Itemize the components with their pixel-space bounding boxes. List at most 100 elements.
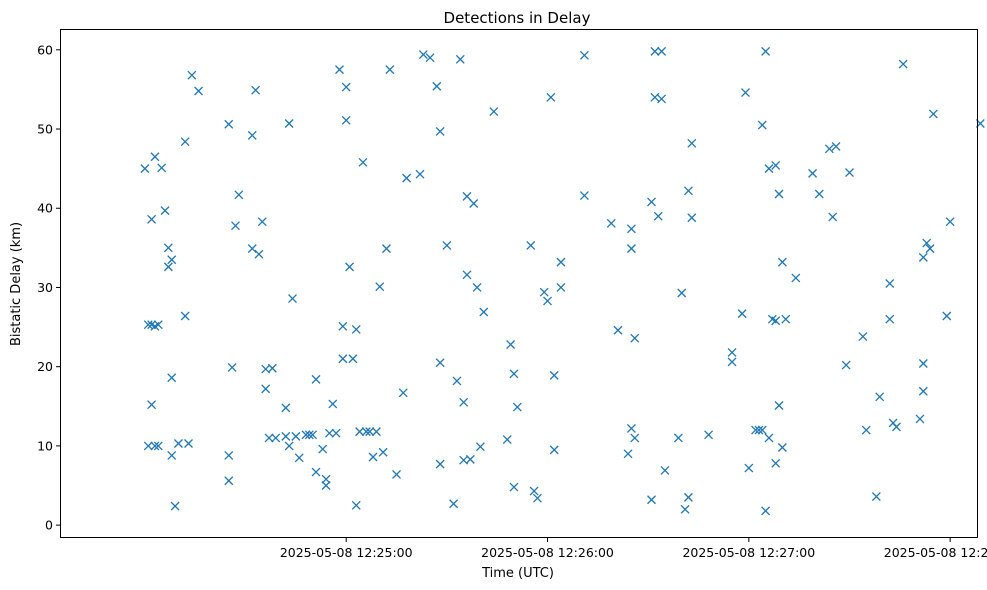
- data-point: [683, 186, 693, 196]
- data-point: [556, 283, 566, 292]
- data-point: [361, 427, 371, 437]
- data-point: [301, 430, 311, 440]
- data-point: [472, 283, 482, 292]
- data-point: [579, 191, 589, 201]
- x-tick-label: 2025-05-08 12:25:00: [280, 545, 413, 560]
- data-point: [892, 422, 901, 432]
- data-point: [922, 238, 932, 248]
- data-point: [150, 152, 160, 162]
- data-point: [777, 443, 787, 452]
- chart-title: Detections in Delay: [444, 9, 591, 27]
- data-point: [687, 213, 697, 223]
- data-point: [526, 241, 536, 250]
- plot-frame: [60, 29, 978, 538]
- data-point: [841, 360, 851, 370]
- data-point: [744, 463, 754, 473]
- data-point: [170, 501, 180, 511]
- data-point: [777, 257, 787, 267]
- data-point: [630, 433, 640, 443]
- data-point: [264, 433, 274, 443]
- data-point: [764, 164, 774, 174]
- data-point: [153, 441, 163, 451]
- data-point: [160, 206, 170, 216]
- data-point: [261, 384, 271, 394]
- data-point: [761, 46, 771, 56]
- data-point: [512, 402, 522, 412]
- data-point: [529, 486, 539, 496]
- data-point: [257, 217, 267, 227]
- data-point: [657, 94, 667, 104]
- data-point: [556, 257, 566, 267]
- data-point: [432, 81, 442, 91]
- data-point: [764, 433, 774, 443]
- data-point: [757, 120, 767, 130]
- data-point: [861, 425, 871, 435]
- data-point: [351, 500, 361, 510]
- y-tick-label: 40: [37, 201, 53, 216]
- x-axis: 2025-05-08 12:25:00 2025-05-08 12:26:00 20…: [280, 537, 987, 560]
- data-point: [375, 282, 385, 292]
- data-point: [415, 169, 425, 179]
- data-point: [324, 428, 334, 438]
- data-point: [774, 401, 784, 410]
- data-point: [455, 54, 465, 64]
- y-axis-label: Bistatic Delay (km): [9, 222, 24, 346]
- data-point: [875, 392, 885, 402]
- x-tick-label: 2025-05-08 12:27:00: [682, 545, 815, 560]
- data-point: [167, 373, 177, 383]
- data-point: [489, 107, 499, 117]
- x-tick-label: 2025-05-08 12:28:00: [884, 545, 987, 560]
- data-point: [351, 324, 361, 334]
- y-axis: 0 10 20 30 40 50 60: [37, 42, 61, 533]
- data-point: [371, 427, 381, 437]
- data-point: [623, 449, 633, 459]
- data-point: [945, 217, 955, 227]
- data-point: [358, 157, 368, 167]
- data-point: [267, 363, 277, 373]
- data-point: [549, 370, 559, 380]
- data-point: [194, 86, 204, 96]
- data-point: [187, 70, 197, 80]
- data-point: [727, 357, 737, 367]
- data-point: [928, 109, 938, 119]
- data-point: [435, 459, 445, 469]
- data-point: [382, 244, 391, 254]
- data-point: [653, 211, 663, 221]
- data-point: [308, 430, 318, 440]
- data-point: [626, 224, 636, 234]
- data-point: [452, 376, 462, 386]
- data-point: [294, 453, 304, 463]
- data-point: [630, 333, 640, 343]
- data-point: [418, 50, 428, 60]
- data-point: [254, 249, 264, 259]
- data-point: [626, 424, 636, 433]
- data-point: [281, 403, 291, 413]
- data-point: [754, 425, 764, 435]
- data-point: [502, 435, 512, 445]
- data-point: [284, 441, 294, 451]
- data-point: [402, 173, 412, 183]
- data-point: [150, 441, 160, 451]
- data-point: [338, 354, 348, 364]
- data-point: [915, 414, 925, 424]
- data-point: [509, 369, 519, 379]
- data-point: [311, 467, 321, 477]
- y-tick-label: 10: [37, 438, 53, 453]
- data-point: [163, 243, 173, 253]
- data-point: [425, 53, 435, 63]
- data-point: [683, 492, 693, 502]
- data-point: [348, 354, 358, 364]
- data-point: [143, 320, 153, 330]
- data-point: [271, 433, 281, 443]
- data-point: [657, 46, 667, 56]
- data-point: [680, 504, 690, 514]
- data-point: [761, 506, 771, 516]
- data-point: [687, 138, 697, 148]
- data-point: [291, 431, 301, 441]
- data-point: [459, 397, 469, 407]
- data-point: [462, 270, 472, 280]
- data-point: [180, 311, 190, 321]
- data-point: [435, 358, 445, 368]
- y-tick-label: 30: [37, 280, 53, 295]
- data-point: [140, 164, 150, 174]
